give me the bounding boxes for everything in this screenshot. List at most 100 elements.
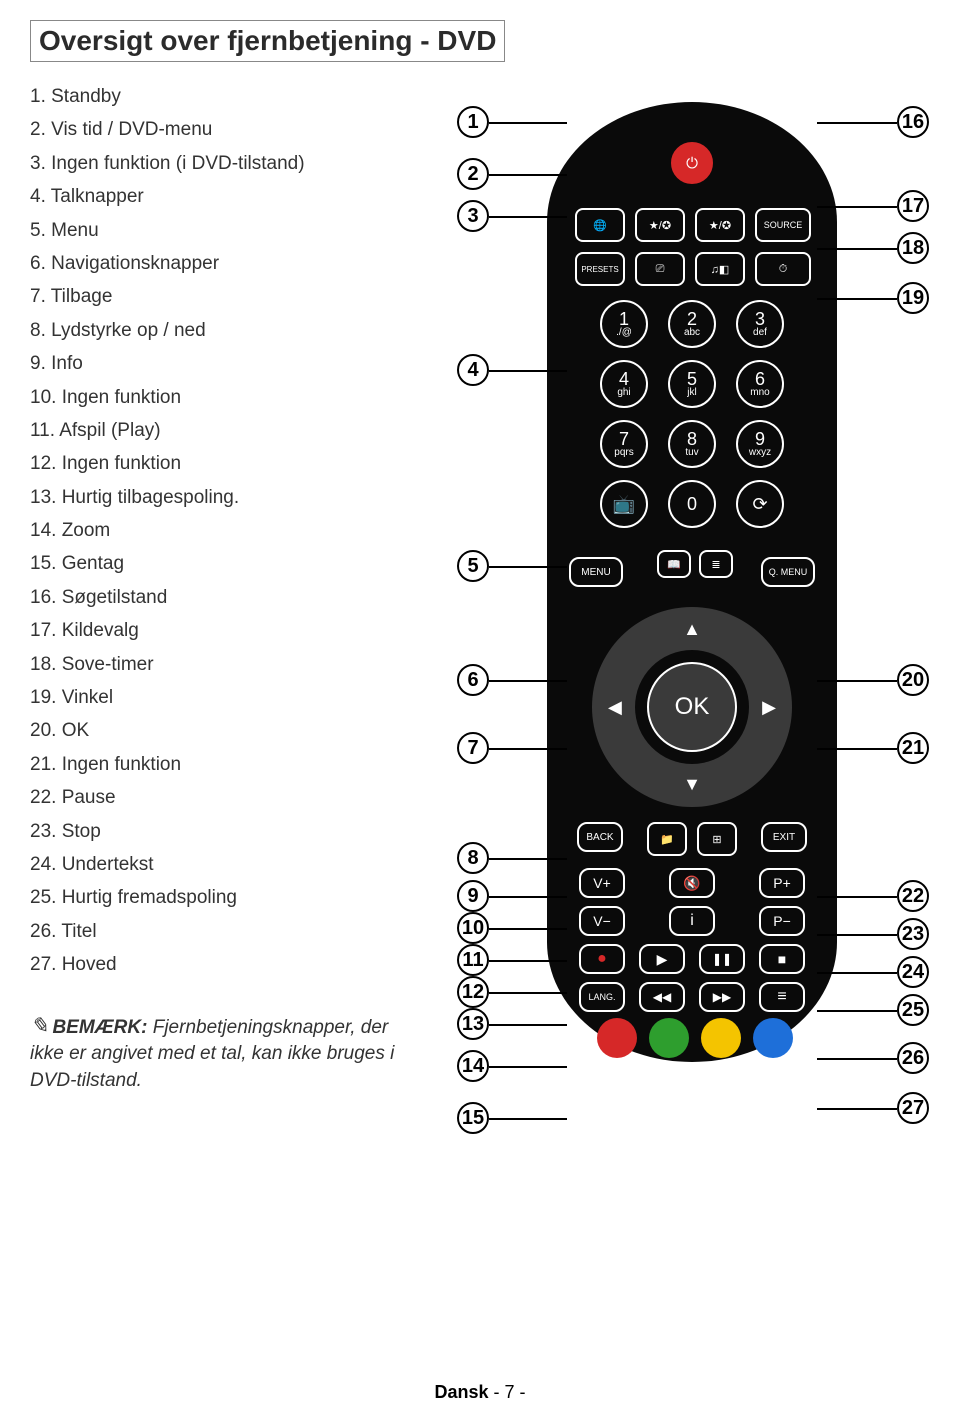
leader-line xyxy=(817,248,897,250)
back-button: BACK xyxy=(577,822,623,852)
qmenu-button: Q. MENU xyxy=(761,557,815,587)
callout-number: 21 xyxy=(897,732,929,764)
leader-line xyxy=(817,122,897,124)
leader-line xyxy=(489,1066,567,1068)
callout-number: 14 xyxy=(457,1050,489,1082)
keypad-row: 4ghi5jkl6mno xyxy=(547,360,837,408)
callout-number: 20 xyxy=(897,664,929,696)
color-button xyxy=(597,1018,637,1058)
rewind-button: ◀◀ xyxy=(639,982,685,1012)
record-button: ● xyxy=(579,944,625,974)
keypad-key: 3def xyxy=(736,300,784,348)
legend-item: 18. Sove-timer xyxy=(30,650,407,680)
leader-line xyxy=(489,1118,567,1120)
keypad-row: 7pqrs8tuv9wxyz xyxy=(547,420,837,468)
callout-number: 5 xyxy=(457,550,489,582)
callout-number: 10 xyxy=(457,912,489,944)
keypad-key: ⟳ xyxy=(736,480,784,528)
leader-line xyxy=(489,992,567,994)
keypad-key: 9wxyz xyxy=(736,420,784,468)
keypad-key: 5jkl xyxy=(668,360,716,408)
legend-item: 17. Kildevalg xyxy=(30,616,407,646)
callout-number: 7 xyxy=(457,732,489,764)
leader-line xyxy=(817,206,897,208)
keypad-key: 6mno xyxy=(736,360,784,408)
leader-line xyxy=(489,896,567,898)
nav-pad: ▲ ▼ ◀ ▶ OK xyxy=(592,607,792,807)
fforward-button: ▶▶ xyxy=(699,982,745,1012)
legend-item: 15. Gentag xyxy=(30,549,407,579)
callout-number: 9 xyxy=(457,880,489,912)
leader-line xyxy=(489,1024,567,1026)
callout-number: 15 xyxy=(457,1102,489,1134)
leader-line xyxy=(489,928,567,930)
leader-line xyxy=(489,680,567,682)
leader-line xyxy=(817,972,897,974)
callout-number: 26 xyxy=(897,1042,929,1074)
apps-icon: ⊞ xyxy=(697,822,737,856)
legend-column: 1. Standby2. Vis tid / DVD-menu3. Ingen … xyxy=(30,82,407,1122)
eq-button: ⎚ xyxy=(635,252,685,286)
legend-item: 20. OK xyxy=(30,716,407,746)
legend-item: 23. Stop xyxy=(30,817,407,847)
keypad-key: 2abc xyxy=(668,300,716,348)
legend-item: 11. Afspil (Play) xyxy=(30,416,407,446)
leader-line xyxy=(489,122,567,124)
leader-line xyxy=(489,960,567,962)
prog-up-button: P+ xyxy=(759,868,805,898)
remote-diagram: ⏻ 🌐 ★/✪ ★/✪ SOURCE PRESETS ⎚ ♫◧ ⏱ 1./@2a… xyxy=(437,82,930,1122)
globe-button: 🌐 xyxy=(575,208,625,242)
callout-number: 17 xyxy=(897,190,929,222)
legend-item: 2. Vis tid / DVD-menu xyxy=(30,115,407,145)
legend-list: 1. Standby2. Vis tid / DVD-menu3. Ingen … xyxy=(30,82,407,981)
exit-button: EXIT xyxy=(761,822,807,852)
subtitle-button: ≡ xyxy=(759,982,805,1012)
callout-number: 25 xyxy=(897,994,929,1026)
legend-item: 24. Undertekst xyxy=(30,850,407,880)
remote-body: ⏻ 🌐 ★/✪ ★/✪ SOURCE PRESETS ⎚ ♫◧ ⏱ 1./@2a… xyxy=(547,102,837,1062)
keypad-key: 7pqrs xyxy=(600,420,648,468)
legend-item: 9. Info xyxy=(30,349,407,379)
legend-item: 10. Ingen funktion xyxy=(30,383,407,413)
ok-button: OK xyxy=(647,662,737,752)
keypad-row: 1./@2abc3def xyxy=(547,300,837,348)
presets-button: PRESETS xyxy=(575,252,625,286)
arrow-down-icon: ▼ xyxy=(683,774,701,795)
info-button: i xyxy=(669,906,715,936)
leader-line xyxy=(817,896,897,898)
teletext-icon: ≣ xyxy=(699,550,733,578)
pause-button: ❚❚ xyxy=(699,944,745,974)
callout-number: 27 xyxy=(897,1092,929,1124)
note-label: BEMÆRK: xyxy=(52,1017,147,1038)
legend-item: 27. Hoved xyxy=(30,950,407,980)
legend-item: 7. Tilbage xyxy=(30,282,407,312)
leader-line xyxy=(817,680,897,682)
keypad-key: 0 xyxy=(668,480,716,528)
mute-button: 🔇 xyxy=(669,868,715,898)
media-button: ♫◧ xyxy=(695,252,745,286)
guide-icon: 📖 xyxy=(657,550,691,578)
sleep-button: ⏱ xyxy=(755,252,811,286)
footer-lang: Dansk xyxy=(434,1382,488,1402)
callout-number: 1 xyxy=(457,106,489,138)
callout-number: 19 xyxy=(897,282,929,314)
callout-number: 11 xyxy=(457,944,489,976)
color-button xyxy=(649,1018,689,1058)
callout-number: 16 xyxy=(897,106,929,138)
browser-icon: 📁 xyxy=(647,822,687,856)
vol-up-button: V+ xyxy=(579,868,625,898)
callout-number: 3 xyxy=(457,200,489,232)
legend-item: 8. Lydstyrke op / ned xyxy=(30,316,407,346)
legend-item: 16. Søgetilstand xyxy=(30,583,407,613)
vol-down-button: V− xyxy=(579,906,625,936)
callout-number: 2 xyxy=(457,158,489,190)
stop-button: ■ xyxy=(759,944,805,974)
leader-line xyxy=(817,1010,897,1012)
lang-button: LANG. xyxy=(579,982,625,1012)
leader-line xyxy=(489,216,567,218)
legend-item: 5. Menu xyxy=(30,216,407,246)
footer-page: 7 xyxy=(505,1382,515,1402)
callout-number: 24 xyxy=(897,956,929,988)
callout-number: 6 xyxy=(457,664,489,696)
color-button xyxy=(701,1018,741,1058)
